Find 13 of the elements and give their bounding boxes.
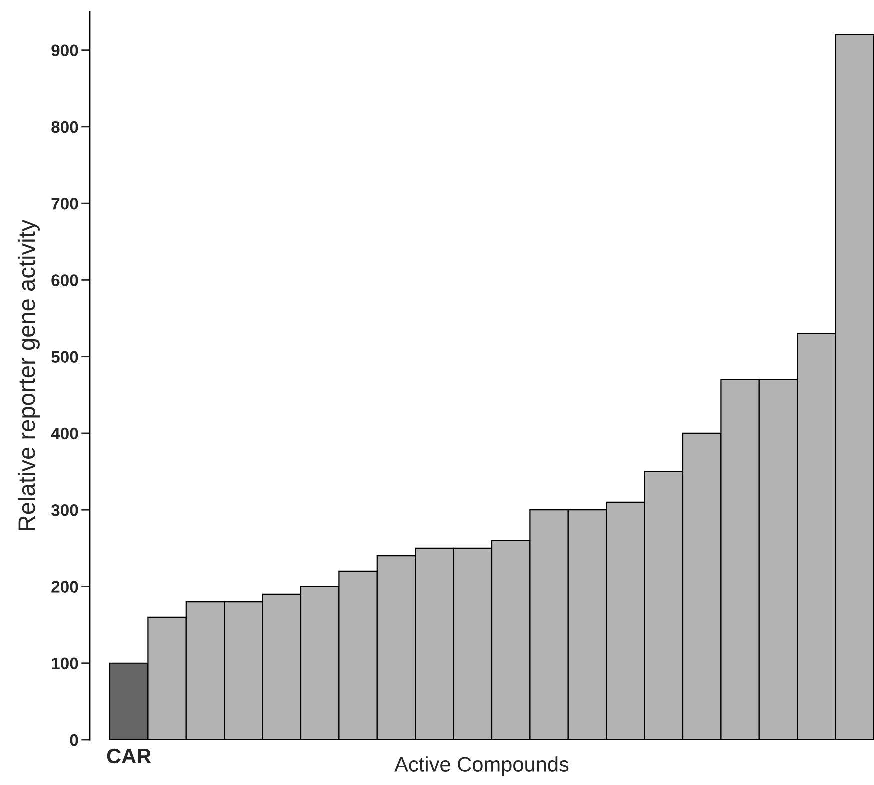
y-tick-label: 300 (51, 504, 78, 516)
y-tick-label: 400 (51, 428, 78, 440)
y-tick-label: 800 (52, 121, 78, 134)
y-tick-label: 900 (52, 44, 78, 57)
y-tick-label: 100 (52, 658, 78, 670)
y-tick-label: 700 (52, 198, 78, 210)
y-tick-label: 0 (70, 734, 78, 746)
y-axis-title: Relative reporter gene activity (18, 220, 40, 530)
y-tick-label: 500 (52, 351, 78, 364)
y-tick-label: 200 (52, 581, 78, 593)
x-tick-label: CAR (107, 748, 152, 764)
x-axis-title: Active Compounds (394, 756, 569, 776)
y-tick-label: 600 (52, 274, 78, 286)
